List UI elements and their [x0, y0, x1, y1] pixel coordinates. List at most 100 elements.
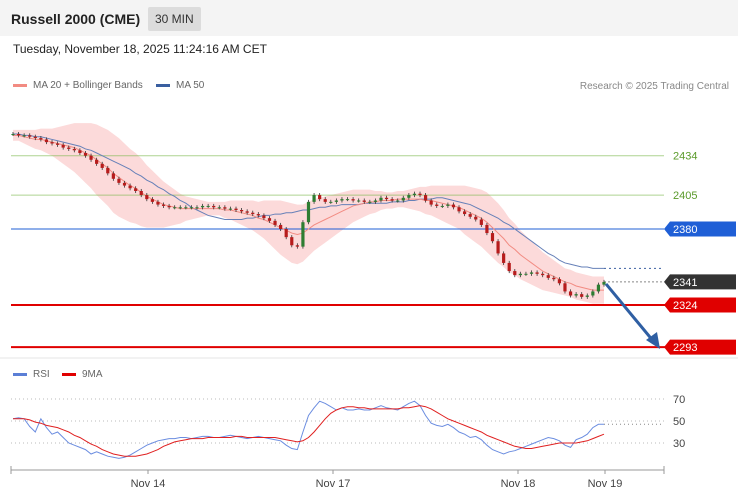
candle-body — [446, 204, 450, 206]
candle-body — [83, 153, 88, 156]
level-label-2293: 2293 — [673, 342, 697, 354]
candle-body — [368, 201, 372, 203]
rsi-tick-50: 50 — [673, 416, 685, 428]
candle-body — [541, 273, 545, 276]
legend-ma20-label: MA 20 + Bollinger Bands — [33, 80, 143, 91]
rsi-swatch — [13, 373, 27, 376]
candle-body — [396, 200, 400, 202]
candle-body — [72, 148, 76, 151]
candle-body — [318, 195, 322, 200]
candle-body — [546, 275, 550, 278]
candle-body — [200, 205, 205, 208]
legend-9ma: 9MA — [62, 369, 103, 380]
candle-body — [401, 197, 405, 201]
candle-body — [563, 283, 567, 292]
candle-body — [50, 142, 54, 144]
legend-ma50: MA 50 — [156, 80, 204, 91]
candle-body — [273, 220, 277, 225]
candle-body — [329, 201, 333, 203]
candle-body — [161, 204, 166, 206]
legend-rsi-label: RSI — [33, 369, 50, 380]
candle-body — [474, 216, 478, 220]
candle-body — [145, 195, 149, 200]
candle-body — [407, 195, 411, 198]
candle-body — [507, 262, 511, 272]
candle-body — [39, 138, 43, 140]
candle-body — [435, 204, 439, 206]
candle-body — [440, 205, 444, 207]
candle-body — [33, 136, 37, 139]
candle-body — [206, 205, 210, 207]
candle-body — [290, 237, 294, 246]
forecast-arrow-head — [646, 332, 660, 349]
ma20-swatch — [13, 84, 27, 87]
chart-header: Russell 2000 (CME) 30 MIN — [0, 0, 738, 36]
x-axis: Nov 14 Nov 17 Nov 18 Nov 19 — [10, 466, 665, 490]
x-label-1: Nov 17 — [316, 478, 351, 490]
candle-body — [279, 224, 283, 229]
candle-body — [323, 199, 327, 202]
candle-body — [284, 229, 288, 238]
candle-body — [423, 195, 428, 201]
candle-body — [468, 214, 472, 217]
candle-body — [535, 272, 539, 274]
rsi-polyline — [12, 400, 604, 459]
candle-body — [61, 144, 65, 148]
candle-body — [134, 188, 138, 191]
level-label-2380: 2380 — [673, 224, 697, 236]
candle-body — [312, 195, 316, 202]
candle-body — [596, 284, 601, 292]
candle-body — [111, 173, 115, 179]
candle-body — [490, 233, 495, 242]
candle-body — [267, 218, 272, 221]
candle-body — [602, 281, 606, 285]
level-label-2434: 2434 — [673, 151, 697, 163]
ma50-swatch — [156, 84, 170, 87]
legend-rsi: RSI — [13, 369, 50, 380]
candle-body — [463, 211, 467, 215]
candle-body — [502, 253, 506, 263]
forecast-arrow-shaft — [604, 282, 656, 343]
instrument-title: Russell 2000 (CME) — [11, 11, 141, 27]
candle-body — [574, 294, 578, 296]
candle-body — [44, 139, 49, 143]
candle-body — [362, 200, 366, 202]
level-label-2341: 2341 — [673, 277, 697, 289]
candle-body — [529, 272, 534, 274]
candle-body — [150, 199, 154, 202]
candle-body — [28, 135, 32, 137]
x-label-2: Nov 18 — [501, 478, 536, 490]
timeframe-button[interactable]: 30 MIN — [148, 7, 201, 31]
candle-body — [496, 241, 500, 254]
candle-body — [524, 273, 528, 275]
candle-body — [228, 208, 233, 210]
candle-body — [451, 204, 456, 208]
x-label-3: Nov 19 — [588, 478, 623, 490]
legend-ma20: MA 20 + Bollinger Bands — [13, 80, 143, 91]
candles — [11, 131, 606, 299]
candle-body — [217, 207, 221, 209]
legend-ma50-label: MA 50 — [176, 80, 205, 91]
candle-body — [78, 150, 82, 153]
candle-body — [223, 207, 227, 209]
candle-body — [457, 207, 461, 212]
candle-body — [16, 134, 21, 136]
rsi-tick-70: 70 — [673, 394, 685, 406]
candle-body — [345, 199, 350, 201]
candle-body — [195, 207, 199, 209]
candle-body — [379, 197, 383, 201]
candle-body — [568, 291, 573, 296]
candle-body — [518, 273, 522, 276]
candle-body — [100, 163, 104, 168]
ma20-line — [13, 134, 604, 291]
candle-body — [557, 279, 561, 284]
candle-body — [390, 199, 394, 201]
candle-body — [373, 200, 378, 202]
candle-body — [139, 191, 143, 196]
candle-body — [89, 155, 93, 160]
candle-body — [56, 143, 60, 145]
candle-body — [212, 205, 216, 208]
candle-body — [340, 199, 344, 201]
candle-body — [156, 201, 160, 205]
